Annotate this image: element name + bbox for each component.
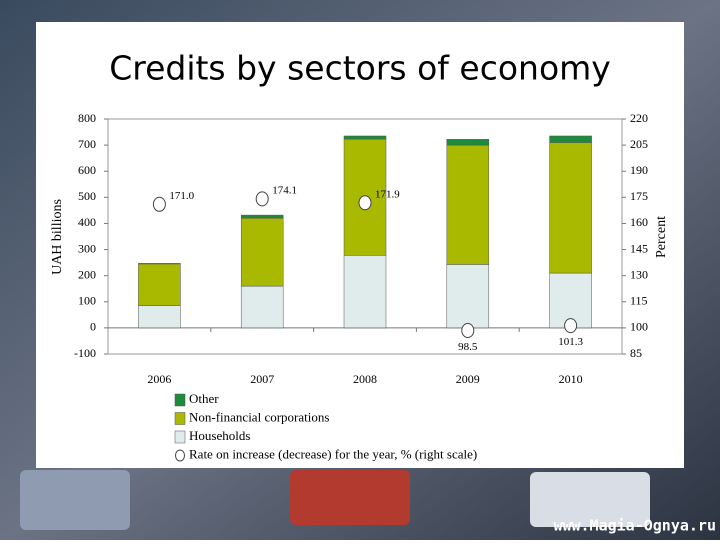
rate-point [564,318,578,334]
x-tick-label: 2006 [147,372,171,386]
rate-point [461,323,475,338]
y-tick-label: 500 [78,189,96,203]
bar-segment [138,263,181,306]
y-tick-label: 800 [78,111,96,125]
x-tick-label: 2010 [559,372,583,386]
x-tick-label: 2009 [456,372,480,386]
bar-segment [343,255,387,329]
y-tick-label: 600 [78,163,96,177]
y-tick-label: 100 [78,294,96,308]
legend-swatch [174,430,186,444]
legend-marker [175,449,185,462]
y-axis-label: UAH billions [50,199,65,275]
watermark: www.Magia-Ognya.ru [553,517,716,535]
legend-label: Non-financial corporations [189,409,329,424]
card-decoration [20,470,130,530]
data-label: 101.3 [558,336,583,348]
bar-segment [549,135,592,143]
y2-axis-label: Percent [654,216,669,258]
y2-tick-label: 130 [630,267,648,281]
data-label: 171.9 [375,188,400,200]
card-decoration [290,470,410,525]
card-decoration [530,472,650,527]
y-tick-label: -100 [74,346,96,360]
y2-tick-label: 175 [630,189,648,203]
bar-segment [138,305,181,329]
y-tick-label: 200 [78,267,96,281]
y2-tick-label: 115 [630,294,648,308]
data-label: 98.5 [458,341,478,353]
y-tick-label: 700 [78,137,96,151]
bar-segment [138,263,181,265]
rate-point [255,191,269,207]
y-tick-label: 300 [78,241,96,255]
bar-segment [446,264,490,329]
x-tick-label: 2008 [353,372,377,386]
y2-tick-label: 205 [630,137,648,151]
y2-tick-label: 100 [630,320,648,334]
y2-tick-label: 85 [630,346,642,360]
y2-tick-label: 145 [630,241,648,255]
y2-tick-label: 220 [630,111,648,125]
bar-segment [240,217,284,287]
rate-point [358,195,372,211]
bar-segment [343,135,387,140]
bar-segment [240,285,284,329]
y2-tick-label: 160 [630,215,648,229]
plot-frame [107,118,623,355]
bar-segment [446,144,490,265]
y-tick-label: 0 [90,320,96,334]
data-label: 171.0 [169,190,194,202]
slide-title: Credits by sectors of economy [109,49,611,88]
bar-segment [446,139,490,146]
legend-swatch [174,393,186,407]
legend-label: Rate on increase (decrease) for the year… [189,446,477,461]
bar-segment [549,142,592,274]
legend-label: Households [189,428,250,443]
y-tick-label: 400 [78,215,96,229]
data-label: 174.1 [272,184,297,196]
legend-swatch [174,412,186,425]
bar-segment [240,214,284,219]
x-tick-label: 2007 [250,372,274,386]
y2-tick-label: 190 [630,163,648,177]
rate-point [152,196,166,212]
legend-label: Other [189,391,219,406]
